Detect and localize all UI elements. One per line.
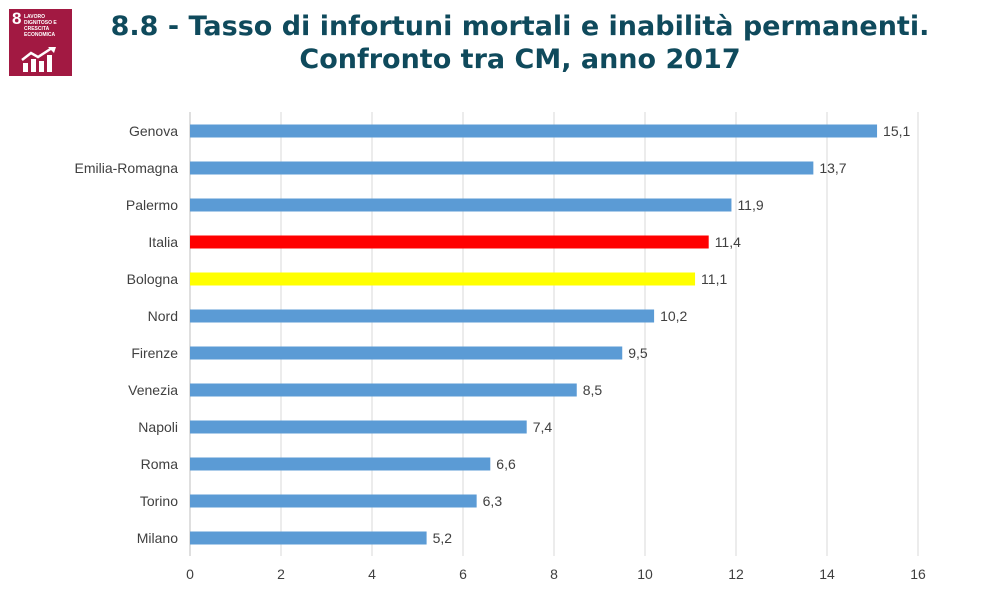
value-label: 6,6 xyxy=(496,456,516,472)
x-tick-label: 12 xyxy=(728,566,744,582)
category-label: Nord xyxy=(148,308,178,324)
chart-title: 8.8 - Tasso di infortuni mortali e inabi… xyxy=(110,11,930,42)
category-label: Venezia xyxy=(128,382,178,398)
bar xyxy=(190,457,491,471)
value-label: 6,3 xyxy=(483,493,503,509)
value-label: 7,4 xyxy=(533,419,553,435)
bar xyxy=(190,198,732,212)
category-label: Torino xyxy=(140,493,178,509)
category-label: Napoli xyxy=(138,419,178,435)
x-tick-label: 4 xyxy=(368,566,376,582)
value-label: 10,2 xyxy=(660,308,687,324)
value-label: 8,5 xyxy=(583,382,603,398)
category-label: Italia xyxy=(148,234,178,250)
x-tick-label: 14 xyxy=(819,566,835,582)
bar xyxy=(190,161,814,175)
bar xyxy=(190,309,655,323)
category-label: Palermo xyxy=(126,197,178,213)
bar xyxy=(190,346,623,360)
bar xyxy=(190,531,427,545)
x-tick-label: 2 xyxy=(277,566,285,582)
bar xyxy=(190,420,527,434)
bar xyxy=(190,383,577,397)
category-label: Emilia-Romagna xyxy=(75,160,179,176)
x-tick-label: 0 xyxy=(186,566,194,582)
category-label: Milano xyxy=(137,530,178,546)
bar xyxy=(190,494,477,508)
value-label: 9,5 xyxy=(628,345,648,361)
bar xyxy=(190,272,696,286)
value-label: 13,7 xyxy=(819,160,846,176)
value-label: 15,1 xyxy=(883,123,910,139)
chart-subtitle: Confronto tra CM, anno 2017 xyxy=(299,44,741,75)
x-tick-label: 10 xyxy=(637,566,653,582)
category-label: Bologna xyxy=(127,271,179,287)
bar xyxy=(190,235,709,249)
value-label: 5,2 xyxy=(433,530,453,546)
value-label: 11,4 xyxy=(715,234,741,250)
bar xyxy=(190,124,878,138)
category-label: Firenze xyxy=(131,345,178,361)
category-label: Roma xyxy=(141,456,179,472)
x-tick-label: 16 xyxy=(910,566,926,582)
value-label: 11,1 xyxy=(701,271,727,287)
x-tick-label: 6 xyxy=(459,566,467,582)
category-label: Genova xyxy=(129,123,178,139)
sdg-goal-8-logo: 8 LAVORO DIGNITOSO E CRESCITA ECONOMICA xyxy=(9,9,72,76)
chart-title-block: 8.8 - Tasso di infortuni mortali e inabi… xyxy=(100,10,940,76)
sdg-goal-title: LAVORO DIGNITOSO E CRESCITA ECONOMICA xyxy=(24,14,57,38)
growth-chart-icon xyxy=(21,47,56,72)
value-label: 11,9 xyxy=(737,197,763,213)
sdg-goal-number: 8 xyxy=(12,9,22,28)
x-tick-label: 8 xyxy=(550,566,558,582)
